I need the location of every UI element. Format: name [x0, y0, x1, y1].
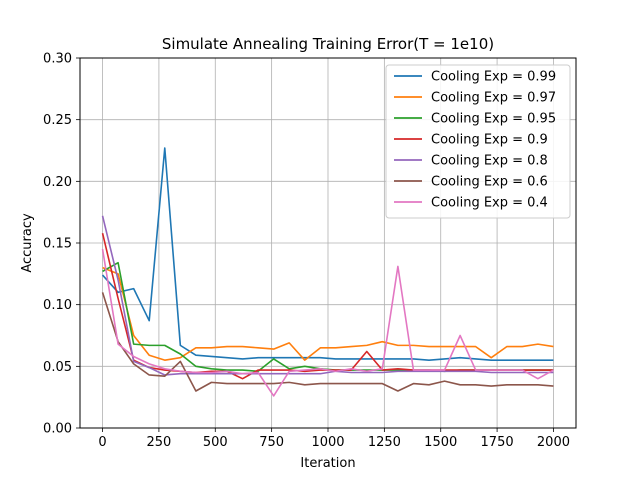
- series-line-1: [102, 266, 554, 361]
- x-tick-label: 1000: [311, 435, 344, 450]
- series-lines: [101, 147, 554, 397]
- x-axis-ticks: 0 250 500 750 1000 1250 1500 1750 2000: [98, 428, 570, 450]
- x-tick-label: 1750: [481, 435, 514, 450]
- y-tick-label: 0.05: [43, 360, 72, 375]
- series-line-0: [101, 147, 554, 361]
- x-tick-label: 750: [259, 435, 284, 450]
- legend-entry: Cooling Exp = 0.8: [431, 154, 548, 169]
- legend-entry: Cooling Exp = 0.4: [431, 196, 548, 211]
- y-tick-label: 0.00: [43, 422, 72, 437]
- x-tick-label: 0: [98, 435, 106, 450]
- legend-entry: Cooling Exp = 0.99: [431, 70, 556, 85]
- series-line-4: [101, 215, 554, 376]
- y-axis-ticks: 0.00 0.05 0.10 0.15 0.20 0.25 0.30: [43, 52, 80, 437]
- x-axis-label: Iteration: [300, 456, 355, 471]
- legend-entry: Cooling Exp = 0.95: [431, 112, 556, 127]
- legend-entry: Cooling Exp = 0.9: [431, 133, 548, 148]
- x-tick-label: 500: [203, 435, 228, 450]
- y-tick-label: 0.20: [43, 175, 72, 190]
- legend: Cooling Exp = 0.99 Cooling Exp = 0.97 Cool…: [385, 64, 571, 219]
- series-line-5: [101, 292, 554, 392]
- y-tick-label: 0.15: [43, 237, 72, 252]
- y-tick-label: 0.30: [43, 52, 72, 67]
- x-tick-label: 2000: [537, 435, 570, 450]
- x-tick-label: 1250: [368, 435, 401, 450]
- y-tick-label: 0.10: [43, 298, 72, 313]
- series-line-6: [101, 249, 554, 397]
- legend-box: [385, 64, 571, 219]
- legend-entry: Cooling Exp = 0.6: [431, 175, 548, 190]
- y-tick-label: 0.25: [43, 113, 72, 128]
- x-tick-label: 1500: [424, 435, 457, 450]
- x-tick-label: 250: [146, 435, 171, 450]
- chart-title: Simulate Annealing Training Error(T = 1e…: [162, 35, 494, 53]
- legend-entry: Cooling Exp = 0.97: [431, 91, 556, 106]
- y-axis-label: Accuracy: [20, 213, 35, 273]
